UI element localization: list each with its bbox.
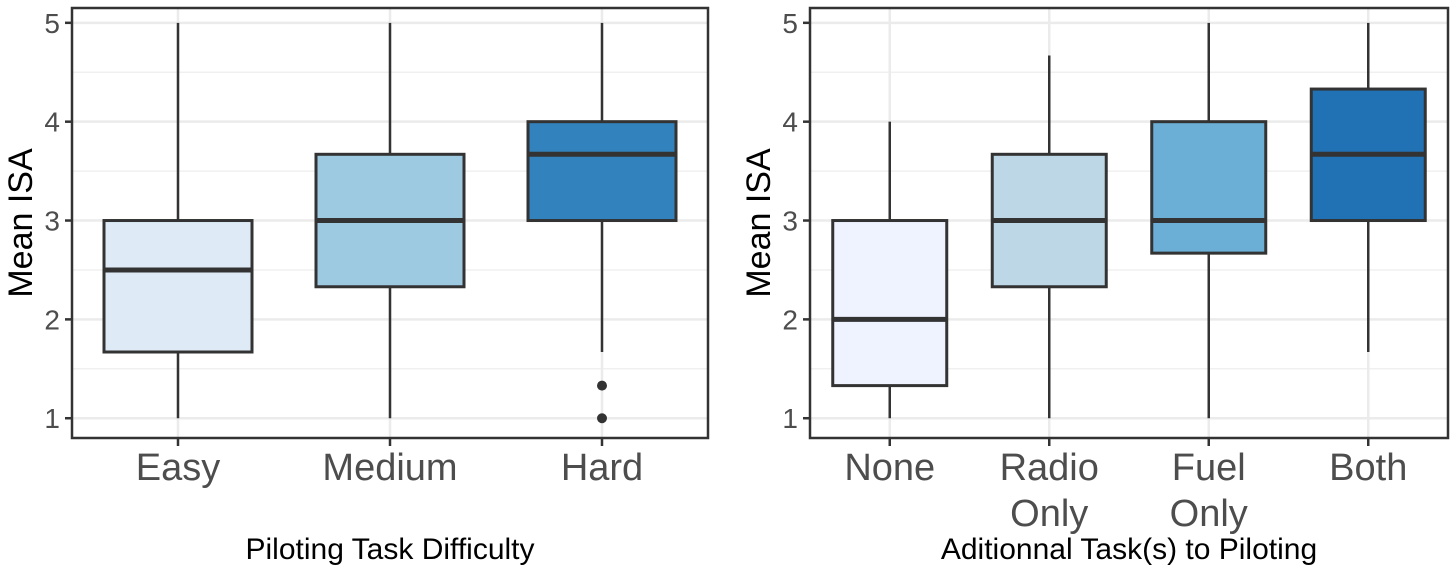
y-tick-label: 2	[44, 304, 60, 335]
y-axis-title: Mean ISA	[740, 148, 778, 298]
y-tick-label: 3	[44, 206, 60, 237]
panel-border	[808, 6, 1450, 440]
y-tick-label: 4	[44, 107, 60, 138]
box-easy	[102, 22, 254, 419]
x-tick-label: Fuel	[1172, 447, 1246, 489]
x-tick-label: Radio	[1000, 447, 1099, 489]
box-iqr	[526, 120, 678, 223]
box-iqr	[102, 219, 254, 354]
box-iqr	[1150, 120, 1268, 255]
y-tick-label: 5	[782, 8, 798, 39]
x-axis-title: Aditionnal Task(s) to Piloting	[941, 533, 1317, 566]
x-tick-label: Easy	[136, 447, 220, 489]
x-tick-label: Hard	[561, 447, 643, 489]
chart-panel-difficulty: 1 2 3 4 5 Easy Medium Hard Piloting Task Difficu…	[2, 6, 710, 566]
y-tick-label: 3	[782, 206, 798, 237]
x-tick-label: Only	[1170, 493, 1248, 535]
y-tick-label: 1	[782, 403, 798, 434]
x-tick-label: None	[844, 447, 935, 489]
y-tick-label: 2	[782, 304, 798, 335]
outlier-point	[597, 413, 607, 424]
y-tick-label: 1	[44, 403, 60, 434]
y-axis-title: Mean ISA	[2, 148, 40, 298]
box-radio-only	[990, 55, 1108, 419]
y-tick-label: 4	[782, 107, 798, 138]
box-medium	[314, 22, 466, 419]
box-fuel-only	[1150, 22, 1268, 419]
outlier-point	[597, 380, 607, 391]
box-both	[1309, 22, 1427, 352]
x-tick-label: Both	[1329, 447, 1407, 489]
x-axis-title: Piloting Task Difficulty	[245, 533, 534, 566]
x-tick-label: Medium	[322, 447, 457, 489]
y-tick-label: 5	[44, 8, 60, 39]
box-none	[831, 121, 949, 419]
box-hard	[526, 22, 678, 424]
box-iqr	[831, 219, 949, 388]
x-tick-label: Only	[1010, 493, 1088, 535]
